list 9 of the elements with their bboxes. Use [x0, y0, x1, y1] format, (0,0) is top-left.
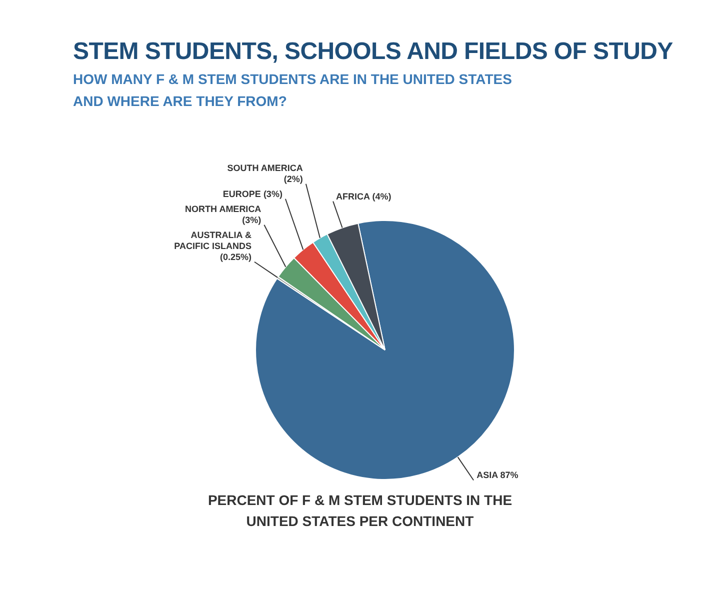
- slice-label: SOUTH AMERICA (2%): [227, 162, 304, 184]
- slice-label: EUROPE (3%): [222, 188, 282, 199]
- slice-label: NORTH AMERICA (3%): [185, 204, 262, 225]
- slice-label: ASIA 87%: [476, 470, 518, 480]
- text: PERCENT OF F & M STEM STUDENTS IN THE UNITED STATES PER CONTINENT: [206, 491, 514, 531]
- chart-subtitle: HOW MANY F & M STEM STUDENTS ARE IN THE UNITED STATES AND WHERE ARE THEY FROM?: [73, 70, 513, 111]
- slice-label: AUSTRALIA & PACIFIC ISLANDS (0.25%): [174, 230, 252, 262]
- chart-title: STEM STUDENTS, SCHOOLS AND FIELDS OF STUDY: [73, 38, 673, 66]
- slice-label: AFRICA (4%): [336, 191, 392, 202]
